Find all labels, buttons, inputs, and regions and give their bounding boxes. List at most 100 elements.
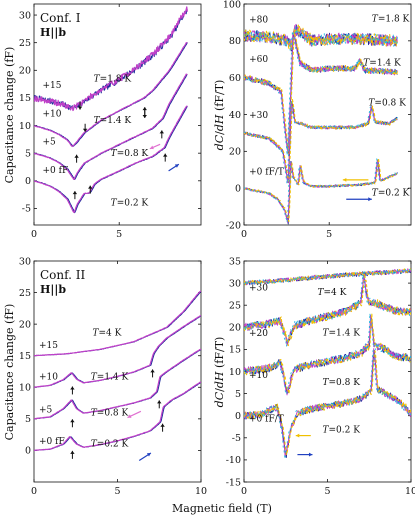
series-line — [34, 290, 201, 357]
y-tick-label: 0 — [25, 446, 31, 457]
temperature-label: T=1.8 K — [372, 14, 410, 24]
field-direction-label: H||b — [40, 26, 66, 39]
sweep-direction-arrow-icon — [346, 197, 372, 202]
series-line — [244, 268, 411, 286]
offset-label: +0 fF/T — [249, 167, 284, 177]
series-line — [244, 30, 398, 152]
series-line — [244, 28, 398, 158]
temperature-label: T=0.2 K — [372, 189, 410, 199]
y-tick-label: 25 — [229, 301, 241, 312]
series-line — [34, 42, 188, 147]
x-tick-label: 0 — [31, 229, 37, 240]
configuration-label: Conf. II — [40, 268, 86, 282]
transition-arrow-icon — [150, 369, 155, 378]
offset-label: +0 fF — [39, 437, 65, 447]
series-line — [244, 273, 411, 347]
ylabel-bottom-left: Capacitance change (fF) — [3, 304, 16, 441]
x-tick-label: 10 — [195, 486, 207, 497]
y-tick-label: 30 — [19, 256, 31, 267]
series-line — [244, 157, 398, 223]
transition-arrow-icon — [157, 400, 162, 409]
y-tick-label: -20 — [226, 220, 241, 231]
series-line — [244, 272, 411, 347]
series-line — [34, 290, 201, 357]
offset-label: +60 — [249, 55, 268, 65]
y-tick-label: 0 — [25, 176, 31, 187]
temperature-label: T=4 K — [92, 329, 121, 339]
temperature-label: T=0.2 K — [322, 425, 360, 435]
series-line — [34, 6, 188, 112]
transition-arrow-icon — [77, 101, 83, 110]
y-tick-label: 100 — [223, 0, 241, 10]
configuration-label: Conf. I — [40, 11, 81, 25]
transition-arrow-icon — [160, 423, 165, 432]
offset-label: +5 — [43, 137, 57, 147]
y-tick-label: 20 — [19, 66, 31, 77]
y-tick-label: 5 — [25, 148, 31, 159]
y-tick-label: 80 — [229, 36, 241, 47]
x-tick-label: 5 — [324, 486, 330, 497]
series-line — [244, 349, 411, 460]
y-tick-label: 25 — [19, 38, 31, 49]
offset-label: +15 — [39, 341, 58, 351]
panel-top-left-frame — [33, 3, 202, 226]
y-tick-label: 20 — [229, 147, 241, 158]
field-direction-label: H||b — [40, 283, 66, 296]
y-tick-label: 25 — [19, 288, 31, 299]
offset-label: +80 — [249, 15, 268, 25]
temperature-label: T=0.8 K — [368, 98, 406, 108]
y-tick-label: 10 — [229, 367, 241, 378]
offset-label: +15 — [43, 81, 62, 91]
series-line — [244, 101, 398, 185]
sweep-direction-arrow-icon — [168, 163, 180, 172]
y-tick-label: 10 — [19, 121, 31, 132]
sweep-direction-arrow-icon — [295, 433, 311, 438]
transition-arrow-icon — [88, 185, 93, 194]
y-tick-label: 10 — [19, 383, 31, 394]
series-line — [34, 42, 188, 148]
temperature-label: T=1.4 K — [91, 373, 129, 383]
offset-label: +0 fF/T — [249, 414, 284, 424]
y-tick-label: -5 — [232, 433, 241, 444]
series-line — [34, 105, 188, 213]
temperature-label: T=0.8 K — [322, 378, 360, 388]
series-line — [34, 381, 201, 452]
y-tick-label: 0 — [235, 411, 241, 422]
y-tick-label: 40 — [229, 110, 241, 121]
x-tick-label: 0 — [241, 229, 247, 240]
transition-arrow-icon — [159, 130, 165, 139]
ylabel-bottom-right: dC/dH (fF/T) — [213, 337, 226, 408]
x-tick-label: 5 — [114, 486, 120, 497]
offset-label: +10 — [39, 373, 58, 383]
temperature-label: T=1.4 K — [94, 116, 132, 126]
transition-arrow-icon — [70, 450, 75, 459]
series-line — [34, 73, 188, 180]
offset-label: +5 — [39, 406, 53, 416]
y-tick-label: 20 — [19, 319, 31, 330]
transition-arrow-icon — [72, 191, 78, 200]
x-tick-label: 10 — [405, 486, 415, 497]
temperature-label: T=0.2 K — [111, 199, 149, 209]
panel-top-left: 0 5 -5 0 5 10 15 20 25 30 +15 +10 +5 +0 fF T=1.8 K T=1.… — [19, 4, 201, 240]
temperature-label: T=0.2 K — [91, 440, 129, 450]
xlabel-magnetic-field: Magnetic field (T) — [172, 502, 272, 515]
transition-arrow-icon — [74, 154, 79, 163]
ylabel-top-right: dC/dH (fF/T) — [213, 80, 226, 151]
offset-label: +30 — [249, 284, 268, 294]
sweep-direction-arrow-icon — [127, 410, 142, 419]
y-tick-label: 5 — [25, 414, 31, 425]
offset-label: +30 — [249, 111, 268, 121]
series-line — [244, 33, 398, 154]
sweep-direction-arrow-icon — [138, 452, 152, 462]
sweep-direction-arrow-icon — [342, 177, 369, 182]
temperature-label: T=1.4 K — [363, 59, 401, 69]
panel-bottom-left: 0 5 10 0 5 10 15 20 25 30 +15 +10 +5 +0 fF T=4 K T=1.4 … — [19, 256, 207, 497]
offset-label: +0 fF — [43, 166, 69, 176]
transition-arrow-icon — [142, 109, 147, 118]
series-line — [244, 312, 411, 395]
offset-label: +20 — [249, 329, 268, 339]
y-tick-label: -15 — [226, 477, 241, 488]
offset-label: +10 — [249, 371, 268, 381]
panel-bottom-right: 0 5 10 -15 -10 -5 0 5 10 15 20 25 30 35 +30 +20 +10 +0 fF… — [226, 256, 415, 497]
